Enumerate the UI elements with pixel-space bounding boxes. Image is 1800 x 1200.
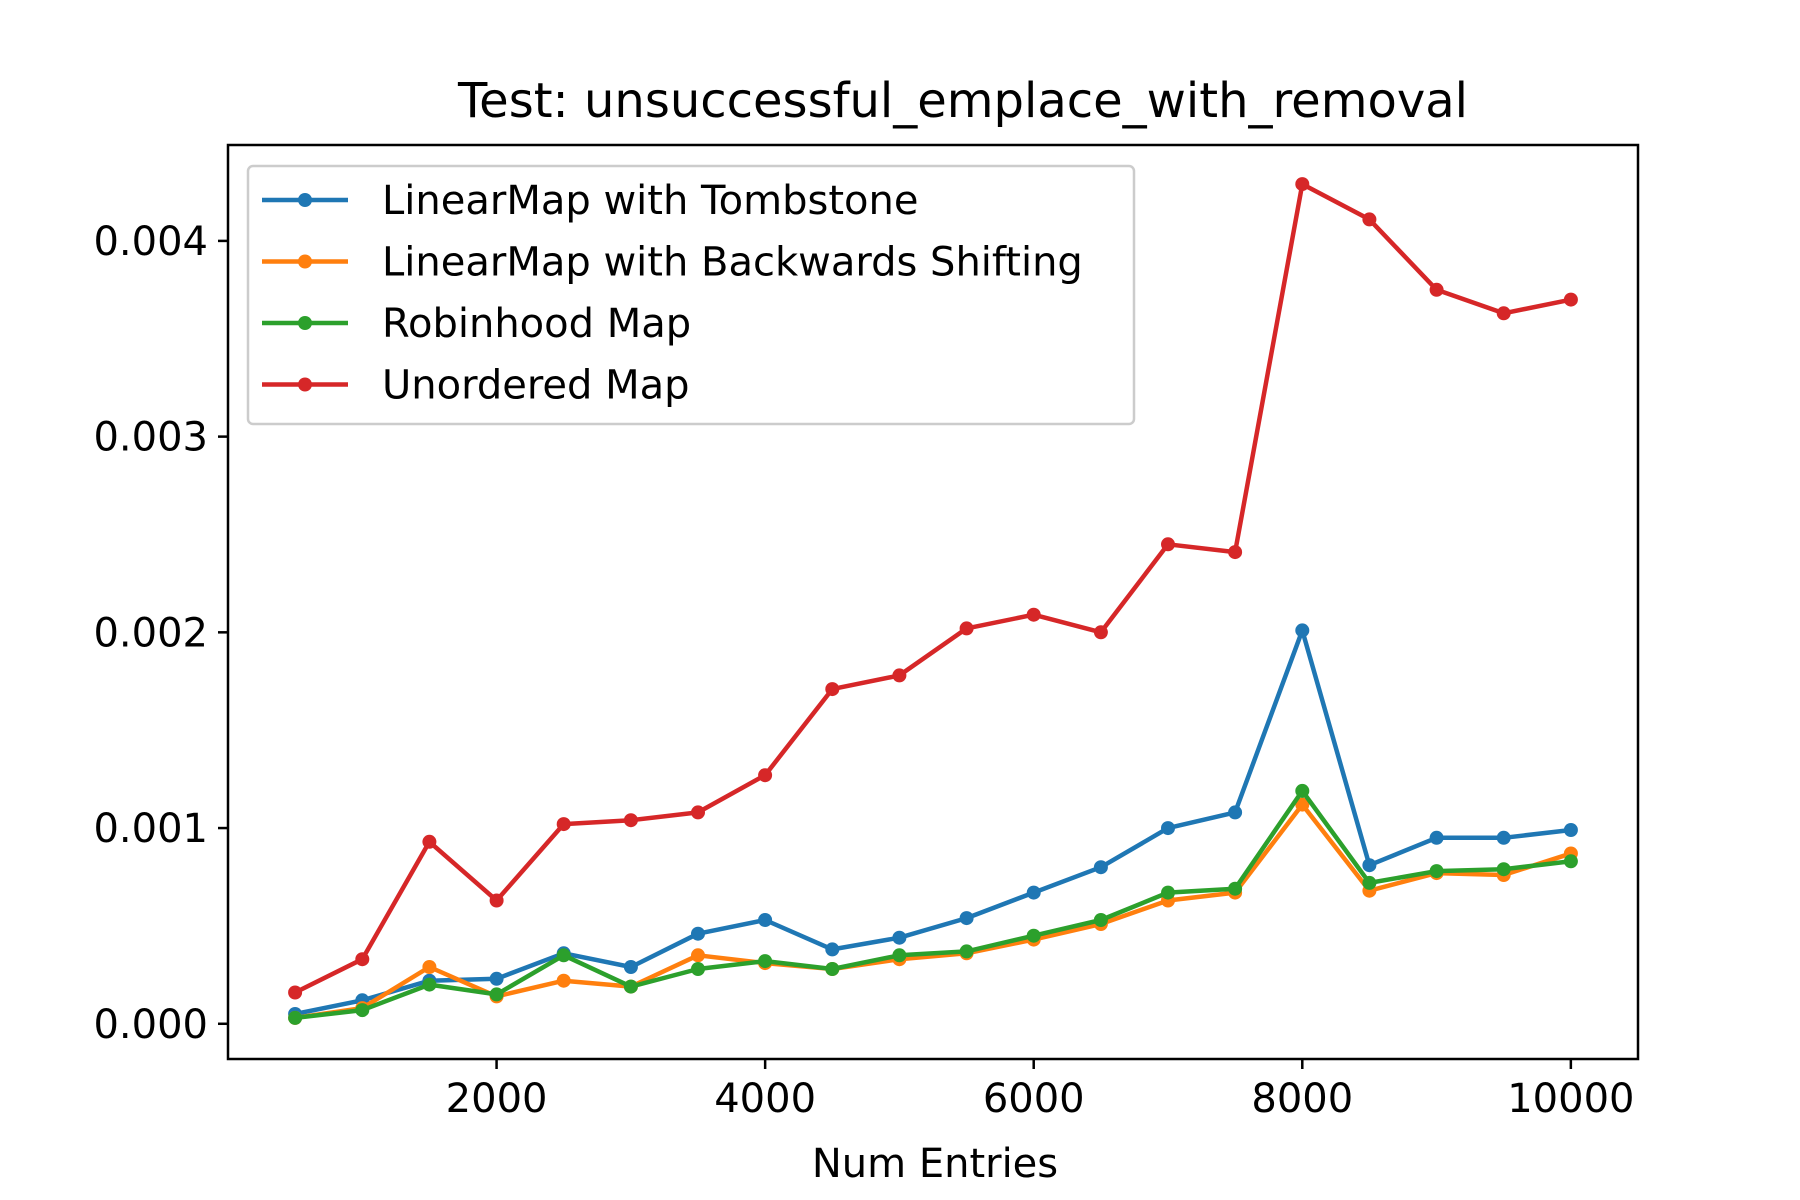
data-point (355, 952, 370, 967)
data-point (825, 682, 840, 697)
data-point (623, 979, 638, 994)
data-point (892, 930, 907, 945)
legend-entry: LinearMap with Tombstone (262, 178, 918, 224)
y-tick-label: 0.000 (93, 1002, 208, 1048)
legend-marker (298, 193, 312, 207)
data-point (1161, 821, 1175, 836)
data-point (1026, 885, 1041, 900)
data-point (1496, 862, 1511, 877)
legend-box (246, 164, 1136, 426)
plot-frame (226, 143, 1640, 1061)
data-point (1563, 823, 1578, 837)
data-point (758, 913, 773, 927)
data-point (1093, 913, 1108, 927)
data-point (825, 962, 840, 976)
plot-area (288, 177, 1578, 1025)
data-point (556, 973, 571, 988)
axes: 2000 4000 6000 8000 10000 0.000 0.001 0.002 0.00… (93, 143, 1640, 1122)
data-point (1295, 623, 1310, 638)
data-point (288, 1010, 303, 1025)
legend-marker (298, 254, 312, 269)
series-line (292, 628, 1574, 1017)
x-axis-label: Num Entries (812, 1141, 1058, 1187)
legend-marker (298, 377, 312, 392)
x-tick-label: 2000 (446, 1076, 548, 1122)
y-tick-label: 0.003 (93, 415, 208, 461)
data-point (1093, 860, 1108, 875)
data-point (556, 817, 571, 832)
data-point (1429, 282, 1444, 297)
x-tick-label: 8000 (1251, 1076, 1353, 1122)
y-tick-label: 0.004 (93, 219, 208, 265)
legend-entry: LinearMap with Backwards Shifting (262, 240, 1083, 286)
data-point (1362, 875, 1377, 890)
data-point (1496, 830, 1511, 845)
data-point (1429, 830, 1444, 845)
data-point (691, 962, 705, 976)
legend: LinearMap with Tombstone LinearMap with B… (246, 164, 1136, 426)
data-point (1496, 306, 1511, 321)
data-point (1026, 928, 1041, 943)
data-point (1228, 805, 1243, 820)
data-point (1161, 537, 1175, 552)
data-point (1362, 212, 1377, 227)
data-point (1362, 858, 1377, 873)
x-tick-label: 10000 (1507, 1076, 1634, 1122)
data-point (1026, 607, 1041, 622)
data-point (825, 942, 840, 957)
data-point (1295, 177, 1310, 192)
data-point (959, 621, 974, 636)
data-point (1228, 881, 1243, 896)
data-point (489, 987, 504, 1002)
legend-entry: Robinhood Map (262, 301, 691, 347)
data-point (355, 1003, 370, 1018)
data-point (1563, 292, 1578, 307)
legend-entry: Unordered Map (262, 363, 690, 409)
legend-label: Unordered Map (382, 363, 690, 409)
data-point (556, 948, 571, 963)
data-point (1295, 797, 1310, 812)
legend-label: LinearMap with Tombstone (382, 178, 918, 224)
data-point (691, 926, 705, 941)
data-point (422, 960, 437, 974)
data-point (422, 977, 437, 992)
data-point (959, 944, 974, 959)
x-tick-label: 4000 (714, 1076, 816, 1122)
y-tick-label: 0.002 (93, 610, 208, 656)
series-4 (288, 177, 1578, 1000)
data-point (691, 805, 705, 820)
data-point (691, 948, 705, 963)
legend-marker (298, 316, 312, 330)
data-point (489, 971, 504, 986)
data-point (892, 948, 907, 963)
series-line (292, 802, 1574, 1021)
data-point (623, 813, 638, 828)
data-point (623, 960, 638, 974)
data-point (892, 668, 907, 683)
data-point (959, 911, 974, 926)
legend-label: Robinhood Map (382, 301, 691, 347)
data-point (1228, 545, 1243, 560)
legend-label: LinearMap with Backwards Shifting (382, 240, 1083, 286)
data-point (1429, 864, 1444, 879)
data-point (489, 893, 504, 908)
y-tick-label: 0.001 (93, 806, 208, 852)
data-point (758, 954, 773, 969)
data-point (758, 768, 773, 783)
data-point (1093, 625, 1108, 640)
series-3 (288, 783, 1578, 1025)
series-line (292, 181, 1574, 996)
data-point (1563, 854, 1578, 869)
chart-title: Test: unsuccessful_emplace_with_removal (457, 73, 1468, 129)
data-point (1295, 783, 1310, 798)
data-point (1161, 885, 1175, 900)
series-line (292, 788, 1574, 1021)
data-point (288, 985, 303, 1000)
x-tick-label: 6000 (983, 1076, 1085, 1122)
data-point (422, 834, 437, 849)
